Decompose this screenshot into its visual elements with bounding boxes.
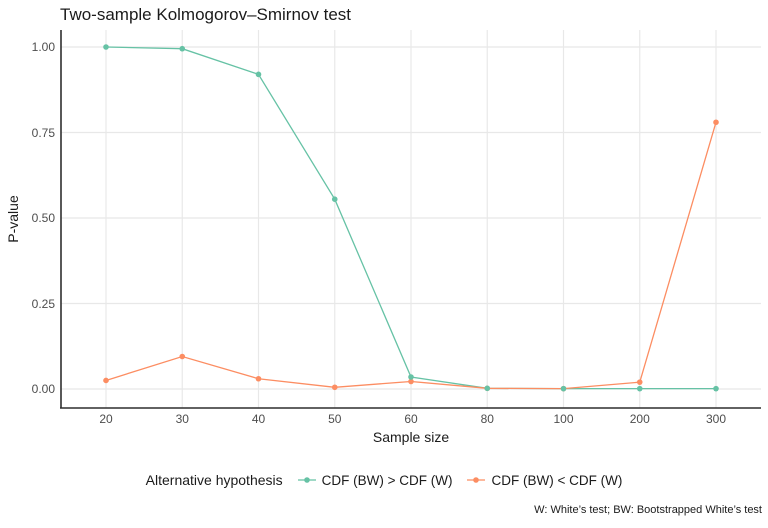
chart-caption: W: White’s test; BW: Bootstrapped White’… (534, 504, 762, 516)
data-point (331, 384, 338, 391)
y-tick-label: 0.00 (31, 382, 55, 396)
legend-item-label: CDF (BW) > CDF (W) (321, 472, 453, 488)
data-point (255, 375, 262, 382)
x-tick-label: 80 (480, 412, 494, 426)
y-tick-label: 0.75 (31, 125, 55, 140)
data-point (408, 374, 414, 380)
data-point (713, 385, 719, 392)
y-tick-label: 0.25 (31, 296, 55, 311)
x-axis-title: Sample size (372, 429, 450, 445)
x-tick-label: 30 (175, 412, 189, 426)
data-point (103, 377, 109, 384)
data-point (255, 71, 262, 78)
x-tick-label: 20 (99, 412, 113, 426)
legend: Alternative hypothesis CDF (BW) > CDF (W… (0, 472, 768, 488)
x-tick-label: 40 (251, 412, 266, 426)
legend-item-label: CDF (BW) < CDF (W) (491, 472, 623, 488)
data-point (713, 119, 719, 126)
y-tick-label: 0.50 (31, 211, 55, 225)
legend-key-icon (467, 477, 486, 483)
legend-title: Alternative hypothesis (145, 472, 283, 488)
y-tick-label: 1.00 (31, 40, 55, 54)
legend-key-icon (297, 477, 316, 483)
x-tick-label: 300 (705, 412, 727, 426)
x-tick-label: 50 (328, 412, 342, 426)
x-tick-label: 100 (553, 412, 574, 426)
x-tick-label: 60 (404, 412, 418, 426)
data-point (484, 385, 491, 392)
y-axis-title: P-value (5, 195, 21, 243)
data-point (331, 196, 338, 202)
chart-title: Two-sample Kolmogorov–Smirnov test (60, 5, 352, 24)
data-point (179, 353, 186, 360)
legend-item: CDF (BW) > CDF (W) (297, 472, 453, 488)
data-point (103, 44, 109, 50)
data-point (560, 385, 567, 392)
x-tick-label: 200 (629, 412, 650, 426)
legend-item: CDF (BW) < CDF (W) (466, 473, 622, 488)
data-point (636, 379, 643, 385)
data-point (636, 385, 643, 392)
data-point (179, 45, 186, 52)
data-point (408, 378, 414, 385)
